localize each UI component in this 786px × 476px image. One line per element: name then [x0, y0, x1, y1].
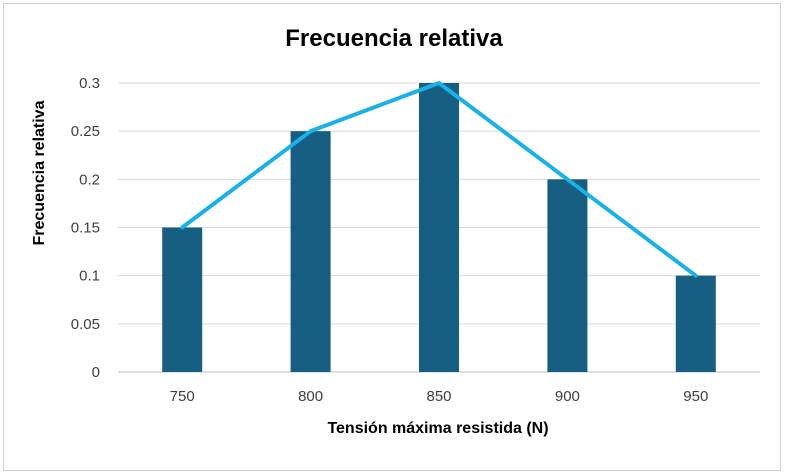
bar — [675, 275, 716, 372]
y-tick-label: 0.05 — [71, 316, 100, 333]
bar — [162, 227, 203, 372]
y-tick-label: 0.15 — [71, 220, 100, 237]
line-path — [180, 81, 698, 278]
y-tick-label: 0.25 — [71, 123, 100, 140]
y-tick-label: 0.3 — [79, 75, 100, 92]
y-tick-label: 0.1 — [79, 268, 100, 285]
x-tick-label: 850 — [426, 388, 451, 405]
y-axis-title: Frecuencia relativa — [31, 100, 48, 245]
x-tick-label: 950 — [683, 388, 708, 405]
bar — [419, 83, 459, 372]
y-tick-label: 0.2 — [79, 171, 100, 188]
x-tick-labels: 750 800 850 900 950 — [170, 388, 709, 405]
y-tick-label: 0 — [92, 364, 100, 381]
chart-frame — [3, 3, 781, 471]
bar — [290, 131, 331, 372]
y-tick-labels: 0 0.05 0.1 0.15 0.2 0.25 0.3 — [71, 75, 100, 381]
x-tick-label: 750 — [170, 388, 195, 405]
bar — [547, 179, 588, 372]
x-tick-label: 900 — [555, 388, 580, 405]
line-series — [180, 81, 698, 278]
bar-series — [162, 83, 716, 372]
chart-title: Frecuencia relativa — [285, 25, 503, 52]
x-tick-label: 800 — [298, 388, 323, 405]
x-axis-title: Tensión máxima resistida (N) — [327, 420, 548, 437]
